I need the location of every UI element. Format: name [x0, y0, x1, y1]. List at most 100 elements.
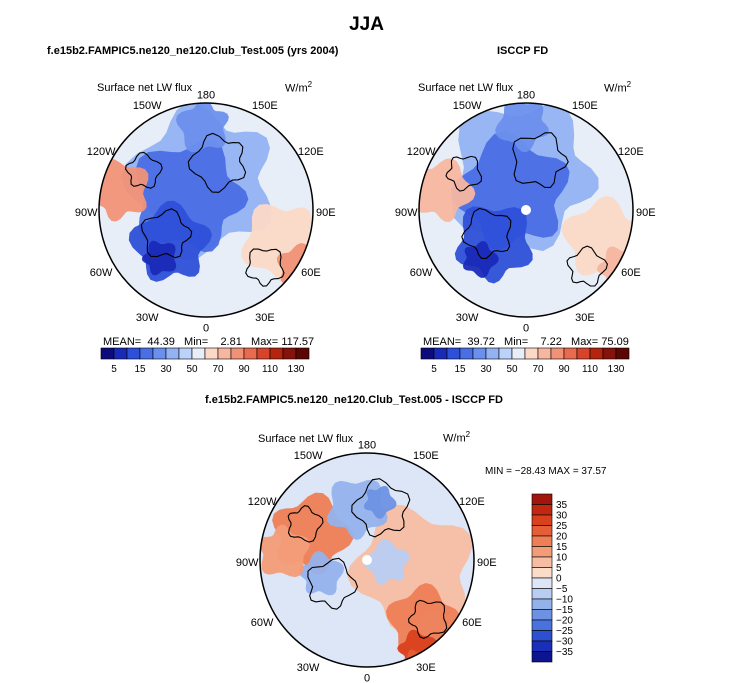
panel3-colorbar-tick: −35 [556, 647, 573, 658]
panel1-colorbar-tick: 130 [288, 364, 305, 375]
panel1-colorbar-swatch [230, 347, 245, 360]
lon-label-180: 180 [358, 439, 376, 451]
panel3-units: W/m2 [443, 430, 471, 445]
lon-label-150w: 150W [133, 100, 162, 112]
panel1-colorbar-swatch [243, 347, 258, 360]
lon-label-90w: 90W [75, 207, 98, 219]
panel3-colorbar-swatch [531, 493, 553, 505]
panel1-subtitle: Surface net LW flux [97, 82, 193, 94]
panel3-colorbar-tick: 10 [556, 553, 568, 564]
lon-label-120w: 120W [87, 146, 116, 158]
panel2-colorbar-tick: 5 [431, 364, 437, 375]
lon-label-30e: 30E [575, 312, 595, 324]
panel3-colorbar-tick: −25 [556, 626, 573, 637]
panel2-stats: MEAN= 39.72 Min= 7.22 Max= 75.09 [423, 336, 629, 348]
panel1-title: f.e15b2.FAMPIC5.ne120_ne120.Club_Test.00… [47, 45, 339, 57]
panel3-colorbar-tick: −10 [556, 595, 573, 606]
panel3-title: f.e15b2.FAMPIC5.ne120_ne120.Club_Test.00… [205, 394, 503, 406]
panel2-subtitle: Surface net LW flux [418, 82, 514, 94]
panel3-colorbar-swatch [531, 556, 553, 568]
figure-title: JJA [349, 14, 384, 35]
panel3-map-group: 180 150E 120E 90E 60E 30E 0 30W 60W 90W 120W 150W [236, 439, 497, 683]
panel3-colorbar-swatch [531, 598, 553, 610]
panel2-colorbar-swatch [537, 347, 552, 360]
panel1-colorbar-swatch [100, 347, 115, 360]
panel1-colorbar-swatch [165, 347, 180, 360]
panel1-colorbar-swatch [217, 347, 232, 360]
panel2-colorbar-swatch [511, 347, 526, 360]
lon-label-120e: 120E [298, 146, 324, 158]
panel3-colorbar-tick: 30 [556, 511, 568, 522]
panel3-colorbar-tick: −5 [556, 584, 568, 595]
panel2-colorbar: 5 15 30 50 70 90 110 130 [420, 347, 630, 375]
lon-label-150w: 150W [294, 450, 323, 462]
panel1-colorbar-tick: 15 [134, 364, 146, 375]
lon-label-0: 0 [523, 323, 529, 335]
panel2-colorbar-swatch [563, 347, 578, 360]
panel3-colorbar-swatch [531, 514, 553, 526]
lon-label-60w: 60W [410, 267, 433, 279]
panel3-subtitle: Surface net LW flux [258, 433, 354, 445]
panel3-colorbar-swatch [531, 651, 553, 663]
lon-label-150e: 150E [572, 100, 598, 112]
panel3-colorbar-swatch [531, 525, 553, 537]
panel1-colorbar-swatch [113, 347, 128, 360]
panel2-colorbar-tick: 110 [582, 364, 598, 375]
lon-label-60e: 60E [621, 267, 641, 279]
panel2-colorbar-swatch [420, 347, 435, 360]
panel3-colorbar-swatch [531, 609, 553, 621]
lon-label-180: 180 [197, 89, 215, 101]
lon-label-120e: 120E [618, 146, 644, 158]
panel3-colorbar-swatch [531, 619, 553, 631]
panel1-colorbar-swatch [204, 347, 219, 360]
lon-label-120w: 120W [248, 496, 277, 508]
panel1-colorbar-swatch [152, 347, 167, 360]
panel3-colorbar-tick: −20 [556, 616, 573, 627]
panel1-colorbar: 5 15 30 50 70 90 110 130 [100, 347, 310, 375]
panel3-colorbar-swatch [531, 577, 553, 589]
panel1-map-group: 180 150E 120E 90E 60E 30E 0 30W 60W 90W 120W 150W [75, 89, 336, 334]
panel2-colorbar-swatch [550, 347, 565, 360]
panel3-stats: MIN = −28.43 MAX = 37.57 [485, 466, 607, 477]
panel2-colorbar-tick: 50 [506, 364, 518, 375]
panel1-colorbar-swatch [269, 347, 284, 360]
lon-label-60e: 60E [462, 617, 482, 629]
panel3-colorbar-swatch [531, 546, 553, 558]
panel2-colorbar-swatch [602, 347, 617, 360]
panel2-colorbar-swatch [498, 347, 513, 360]
panel2-map-group: 180 150E 120E 90E 60E 30E 0 30W 60W 90W 120W 150W [395, 89, 656, 334]
lon-label-90w: 90W [395, 207, 418, 219]
lon-label-90w: 90W [236, 557, 259, 569]
panel2-colorbar-swatch [615, 347, 630, 360]
panel3-colorbar-swatch [531, 630, 553, 642]
lon-label-30w: 30W [136, 312, 159, 324]
lon-label-30e: 30E [416, 662, 436, 674]
panel2-colorbar-swatch [589, 347, 604, 360]
lon-label-120e: 120E [459, 496, 485, 508]
lon-label-90e: 90E [636, 207, 656, 219]
panel3-colorbar-tick: −15 [556, 605, 573, 616]
panel3-colorbar-tick: 15 [556, 542, 568, 553]
panel2-colorbar-swatch [433, 347, 448, 360]
panel1-colorbar-swatch [282, 347, 297, 360]
lon-label-180: 180 [517, 89, 535, 101]
panel1-stats: MEAN= 44.39 Min= 2.81 Max= 117.57 [103, 336, 315, 348]
panel1-colorbar-swatch [178, 347, 193, 360]
panel1-units: W/m2 [285, 80, 313, 95]
panel2-colorbar-swatch [485, 347, 500, 360]
panel2-units: W/m2 [604, 80, 632, 95]
panel1-colorbar-swatch [295, 347, 310, 360]
lon-label-0: 0 [203, 323, 209, 335]
panel1-colorbar-swatch [256, 347, 271, 360]
lon-label-30e: 30E [255, 312, 275, 324]
panel3-colorbar-swatch [531, 567, 553, 579]
panel3-colorbar-tick: 25 [556, 521, 568, 532]
panel1-colorbar-tick: 30 [160, 364, 172, 375]
panel2-colorbar-tick: 30 [480, 364, 492, 375]
panel1-colorbar-tick: 70 [212, 364, 224, 375]
panel3-colorbar-tick: 20 [556, 532, 568, 543]
panel2-colorbar-tick: 130 [608, 364, 625, 375]
panel2-colorbar-swatch [524, 347, 539, 360]
panel1-colorbar-tick: 110 [262, 364, 278, 375]
